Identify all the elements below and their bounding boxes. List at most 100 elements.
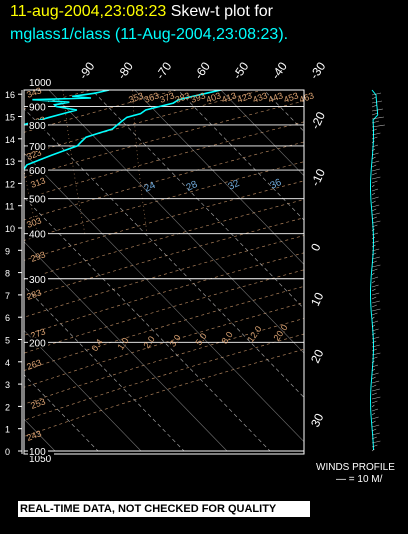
wind-barb: [371, 148, 376, 152]
isotherm-solid: [24, 152, 304, 443]
wind-barb: [371, 112, 379, 116]
wind-barb: [371, 428, 377, 432]
series-temperature: [24, 90, 221, 171]
mixing-ratio-line: [132, 90, 148, 234]
adiabat-label: 283: [25, 287, 43, 302]
wind-barb: [371, 416, 379, 420]
pressure-label-bg: [28, 453, 54, 463]
wind-barb: [371, 268, 378, 272]
wind-barb: [371, 92, 382, 96]
dry-adiabat: [24, 252, 304, 336]
wind-barb: [371, 204, 380, 208]
wind-barb: [371, 128, 377, 132]
wind-barb: [371, 308, 381, 312]
wind-barb: [371, 200, 376, 204]
isotherm-solid: [134, 90, 304, 265]
wind-barb: [371, 184, 375, 188]
dry-adiabat: [24, 90, 92, 110]
title-rest: (11-Aug-2004,23:08:23).: [110, 26, 289, 43]
title-line-1: 11-aug-2004,23:08:23 Skew-t plot for: [10, 3, 273, 21]
wind-barb: [371, 300, 380, 304]
height-label: 6: [5, 313, 10, 323]
wind-barb: [371, 328, 379, 332]
wind-barb: [371, 412, 376, 416]
adiabat-label: 303: [25, 215, 43, 230]
wind-barb: [371, 448, 375, 452]
pressure-label-bg: [28, 337, 48, 348]
wind-barb: [371, 240, 379, 244]
height-label: 16: [5, 90, 15, 100]
adiabat-label: 243: [25, 428, 43, 443]
height-label: 14: [5, 135, 15, 145]
right-temp-label: 0: [308, 241, 324, 253]
winds-profile-scale: — = 10 M/: [336, 474, 383, 485]
wind-barb: [371, 212, 380, 216]
wind-barb: [371, 320, 379, 324]
wind-barb: [371, 208, 377, 212]
right-temp-label: 20: [308, 347, 326, 365]
height-label: 3: [5, 380, 10, 390]
wind-barb: [371, 124, 386, 128]
wind-barb: [371, 312, 378, 316]
wind-barb: [371, 276, 379, 280]
wind-barb: [371, 244, 376, 248]
wind-barb: [371, 436, 377, 440]
wind-barb: [371, 216, 377, 220]
wind-barb: [371, 116, 385, 120]
adiabat-label: 383: [174, 90, 192, 105]
wind-barb: [371, 400, 378, 404]
quality-banner: REAL-TIME DATA, NOT CHECKED FOR QUALITY: [18, 501, 310, 517]
isotherm-solid: [24, 329, 142, 452]
adiabat-label: 453: [282, 90, 300, 105]
pressure-label: 500: [29, 195, 46, 206]
plot-area: [24, 82, 408, 454]
adiabat-label: 433: [251, 90, 269, 105]
pressure-label: 200: [29, 338, 46, 349]
wind-barb: [371, 396, 381, 400]
wind-barb: [371, 252, 377, 256]
wind-barb: [371, 104, 378, 108]
adiabat-label: 313: [29, 175, 47, 190]
pressure-label-bg: [28, 77, 54, 87]
adiabat-label: 273: [29, 326, 47, 341]
wind-barb: [371, 132, 381, 136]
pressure-label: 400: [29, 230, 46, 241]
pressure-label-bg: [28, 228, 48, 239]
top-temp-label: -40: [268, 59, 290, 82]
wind-barb: [371, 236, 376, 240]
adiabat-label: 463: [298, 90, 316, 105]
wind-barb: [371, 444, 378, 448]
adiabat-label: 423: [236, 90, 254, 105]
adiabat-label: 343: [25, 85, 43, 100]
height-label: 11: [5, 202, 14, 212]
top-temp-label: -80: [114, 59, 136, 82]
dry-adiabat: [24, 333, 304, 421]
wind-barb: [371, 120, 380, 124]
pressure-label: 1050: [29, 454, 52, 465]
pressure-label: 900: [29, 103, 46, 114]
wind-barb: [371, 316, 375, 320]
height-label: 8: [5, 269, 10, 279]
wind-barb: [371, 188, 379, 192]
moist-label: 24: [143, 180, 158, 195]
mixing-ratio-label: 20.0: [271, 323, 289, 343]
right-temp-label: 10: [308, 290, 326, 308]
wind-barb: [371, 136, 378, 140]
wind-barb: [371, 340, 377, 344]
height-label: 12: [5, 179, 15, 189]
mixing-ratio-label: 8.0: [219, 330, 234, 346]
height-label: 9: [5, 246, 10, 256]
wind-barb: [371, 232, 379, 236]
wind-barb: [371, 360, 375, 364]
wind-barb: [371, 140, 375, 144]
wind-barb: [371, 224, 378, 228]
isotherm-solid: [385, 82, 408, 451]
isotherm: [177, 90, 304, 221]
dry-adiabat: [24, 141, 304, 221]
pressure-label: 600: [29, 166, 46, 177]
wind-barb: [371, 152, 379, 156]
wind-barb: [371, 432, 380, 436]
wind-barb: [371, 348, 377, 352]
dry-adiabat: [24, 217, 304, 300]
right-temp-label: 30: [308, 411, 326, 429]
